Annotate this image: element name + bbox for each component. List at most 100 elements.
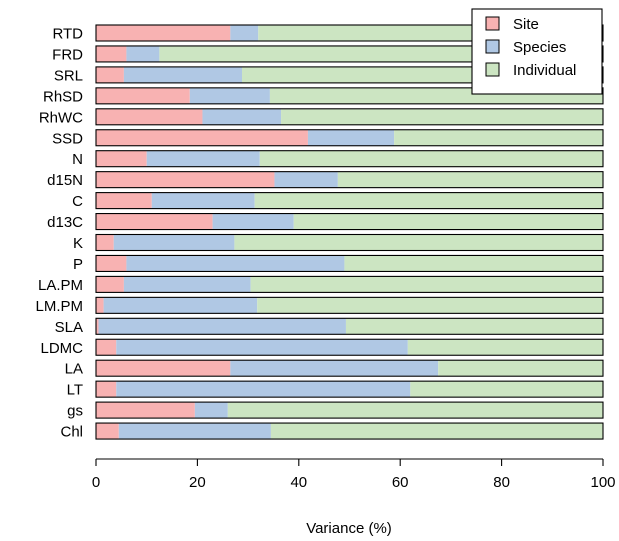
bar-outline-gs — [95, 401, 604, 419]
category-label: SRL — [54, 67, 83, 84]
bar-gs-site — [96, 402, 195, 419]
category-label: C — [72, 193, 83, 210]
bar-d13C-site — [96, 213, 213, 230]
category-label: SLA — [55, 319, 83, 336]
bar-outline-SRL — [95, 66, 604, 84]
bar-LT-site — [96, 381, 117, 398]
bar-SLA-species — [98, 318, 346, 335]
bar-SLA-individual — [345, 318, 603, 335]
bar-LA.PM-species — [123, 276, 251, 293]
bar-outline-LT — [95, 380, 604, 398]
bar-outline-RTD — [95, 24, 604, 42]
bar-LA-species — [230, 360, 439, 377]
legend-label: Species — [513, 39, 566, 56]
bar-SLA-site — [96, 318, 99, 335]
bar-d15N-species — [274, 171, 338, 188]
bar-RTD-site — [96, 25, 231, 41]
bar-d15N-site — [96, 171, 275, 188]
bar-Chl-individual — [270, 423, 603, 440]
category-label: LM.PM — [35, 298, 83, 315]
bar-SSD-site — [96, 129, 308, 146]
bar-K-individual — [234, 234, 603, 251]
category-label: Chl — [60, 424, 83, 441]
bar-RhWC-site — [96, 108, 203, 125]
bar-gs-species — [194, 402, 228, 419]
x-tick-label: 80 — [493, 474, 510, 491]
bar-outline-d15N — [95, 171, 604, 189]
bar-LDMC-site — [96, 339, 117, 356]
bar-LT-individual — [410, 381, 603, 398]
legend-label: Individual — [513, 62, 576, 79]
bar-outline-C — [95, 192, 604, 210]
bar-LA.PM-individual — [250, 276, 603, 293]
category-label: gs — [67, 403, 83, 420]
x-tick-label: 0 — [92, 474, 100, 491]
bar-P-site — [96, 255, 127, 272]
bar-outline-RhSD — [95, 87, 604, 105]
x-axis: 0 20 40 60 80 100 — [92, 458, 616, 491]
bar-FRD-species — [126, 45, 160, 62]
bar-LA-site — [96, 360, 231, 377]
bar-LA-individual — [438, 360, 603, 377]
bar-K-site — [96, 234, 114, 251]
bar-outline-P — [95, 254, 604, 272]
bar-LM.PM-site — [96, 297, 104, 314]
bar-outline-d13C — [95, 213, 604, 231]
category-label: K — [73, 235, 83, 252]
category-label: FRD — [52, 46, 83, 63]
bar-LM.PM-individual — [257, 297, 603, 314]
bar-outline-K — [95, 233, 604, 252]
bar-LA.PM-site — [96, 276, 124, 293]
category-label: N — [72, 151, 83, 168]
legend-label: Site — [513, 16, 539, 33]
bar-outline-Chl — [95, 422, 604, 440]
bar-outline-LDMC — [95, 338, 604, 356]
category-label: LA — [65, 361, 83, 378]
legend: Site Species Individual — [471, 8, 603, 95]
bar-N-species — [146, 150, 260, 167]
bar-RTD-species — [230, 25, 259, 41]
bar-N-site — [96, 150, 147, 167]
bar-LDMC-individual — [407, 339, 603, 356]
bar-FRD-site — [96, 45, 127, 62]
bar-RhWC-species — [202, 108, 282, 125]
bar-LDMC-species — [116, 339, 408, 356]
x-tick-label: 40 — [290, 474, 307, 491]
bar-outline-LA.PM — [95, 275, 604, 293]
legend-swatch-site — [485, 16, 500, 31]
bar-outline-LM.PM — [95, 296, 604, 314]
category-label: LT — [67, 382, 83, 399]
category-label: RhWC — [39, 109, 83, 126]
x-tick-label: 100 — [590, 474, 615, 491]
x-tick-label: 60 — [392, 474, 409, 491]
bar-C-site — [96, 192, 152, 209]
bar-P-species — [126, 255, 345, 272]
bar-SRL-site — [96, 66, 124, 83]
category-label: SSD — [52, 130, 83, 147]
bar-LT-species — [116, 381, 411, 398]
category-label: LDMC — [40, 340, 83, 357]
bar-d15N-individual — [337, 171, 603, 188]
x-axis-title: Variance (%) — [306, 520, 392, 537]
category-label: P — [73, 256, 83, 273]
category-label: RhSD — [43, 88, 83, 105]
bar-P-individual — [344, 255, 603, 272]
bar-SRL-species — [123, 66, 243, 83]
bar-d13C-species — [212, 213, 294, 230]
bar-LM.PM-species — [103, 297, 258, 314]
category-label: d15N — [47, 172, 83, 189]
bar-outline-N — [95, 150, 604, 168]
bar-C-individual — [254, 192, 604, 209]
category-label: RTD — [52, 26, 83, 43]
bar-C-species — [151, 192, 255, 209]
bar-RhWC-individual — [281, 108, 603, 125]
bar-SSD-individual — [394, 129, 603, 146]
bar-outline-RhWC — [95, 108, 604, 126]
bar-RhSD-site — [96, 87, 190, 104]
bar-RhSD-species — [189, 87, 270, 104]
bar-Chl-site — [96, 423, 119, 440]
bar-gs-individual — [227, 402, 603, 419]
bar-N-individual — [259, 150, 603, 167]
